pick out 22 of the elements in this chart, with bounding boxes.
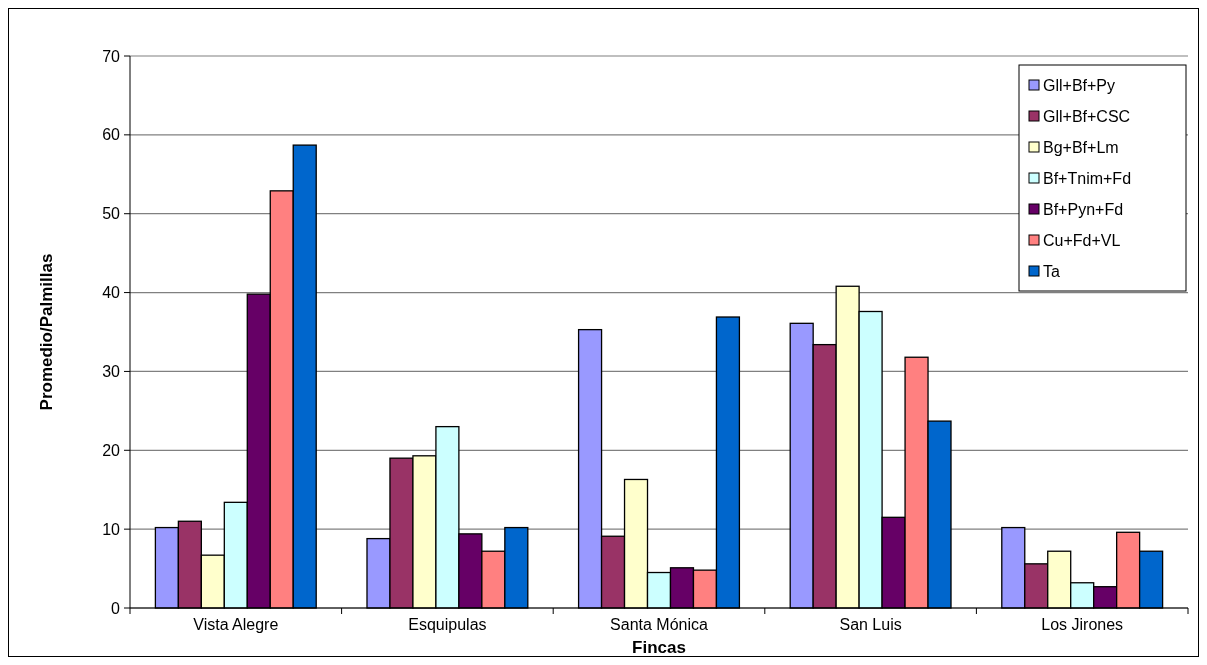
x-tick-label: Los Jirones bbox=[1041, 616, 1124, 633]
y-tick-label: 60 bbox=[102, 126, 121, 144]
x-tick-label: San Luis bbox=[839, 616, 902, 633]
legend-label: Gll+Bf+CSC bbox=[1043, 107, 1131, 125]
y-axis-title: Promedio/Palmillas bbox=[37, 253, 56, 411]
y-tick-label: 10 bbox=[102, 520, 121, 538]
x-tick-label: Vista Alegre bbox=[193, 616, 279, 633]
x-tick-label: Esquipulas bbox=[408, 616, 487, 633]
y-tick-label: 40 bbox=[102, 284, 121, 302]
y-tick-label: 0 bbox=[111, 599, 121, 617]
y-tick-label: 70 bbox=[102, 47, 121, 65]
legend-label: Bf+Pyn+Fd bbox=[1043, 200, 1124, 218]
x-tick-label: Santa Mónica bbox=[610, 616, 709, 633]
legend-label: Cu+Fd+VL bbox=[1043, 231, 1121, 249]
y-tick-label: 50 bbox=[102, 205, 121, 223]
legend-label: Gll+Bf+Py bbox=[1043, 76, 1116, 94]
y-tick-label: 20 bbox=[102, 441, 121, 459]
legend-label: Bf+Tnim+Fd bbox=[1043, 169, 1132, 187]
y-tick-label: 30 bbox=[102, 363, 121, 381]
legend-label: Ta bbox=[1043, 262, 1060, 280]
x-axis-title: Fincas bbox=[632, 638, 686, 657]
legend-label: Bg+Bf+Lm bbox=[1043, 138, 1119, 156]
